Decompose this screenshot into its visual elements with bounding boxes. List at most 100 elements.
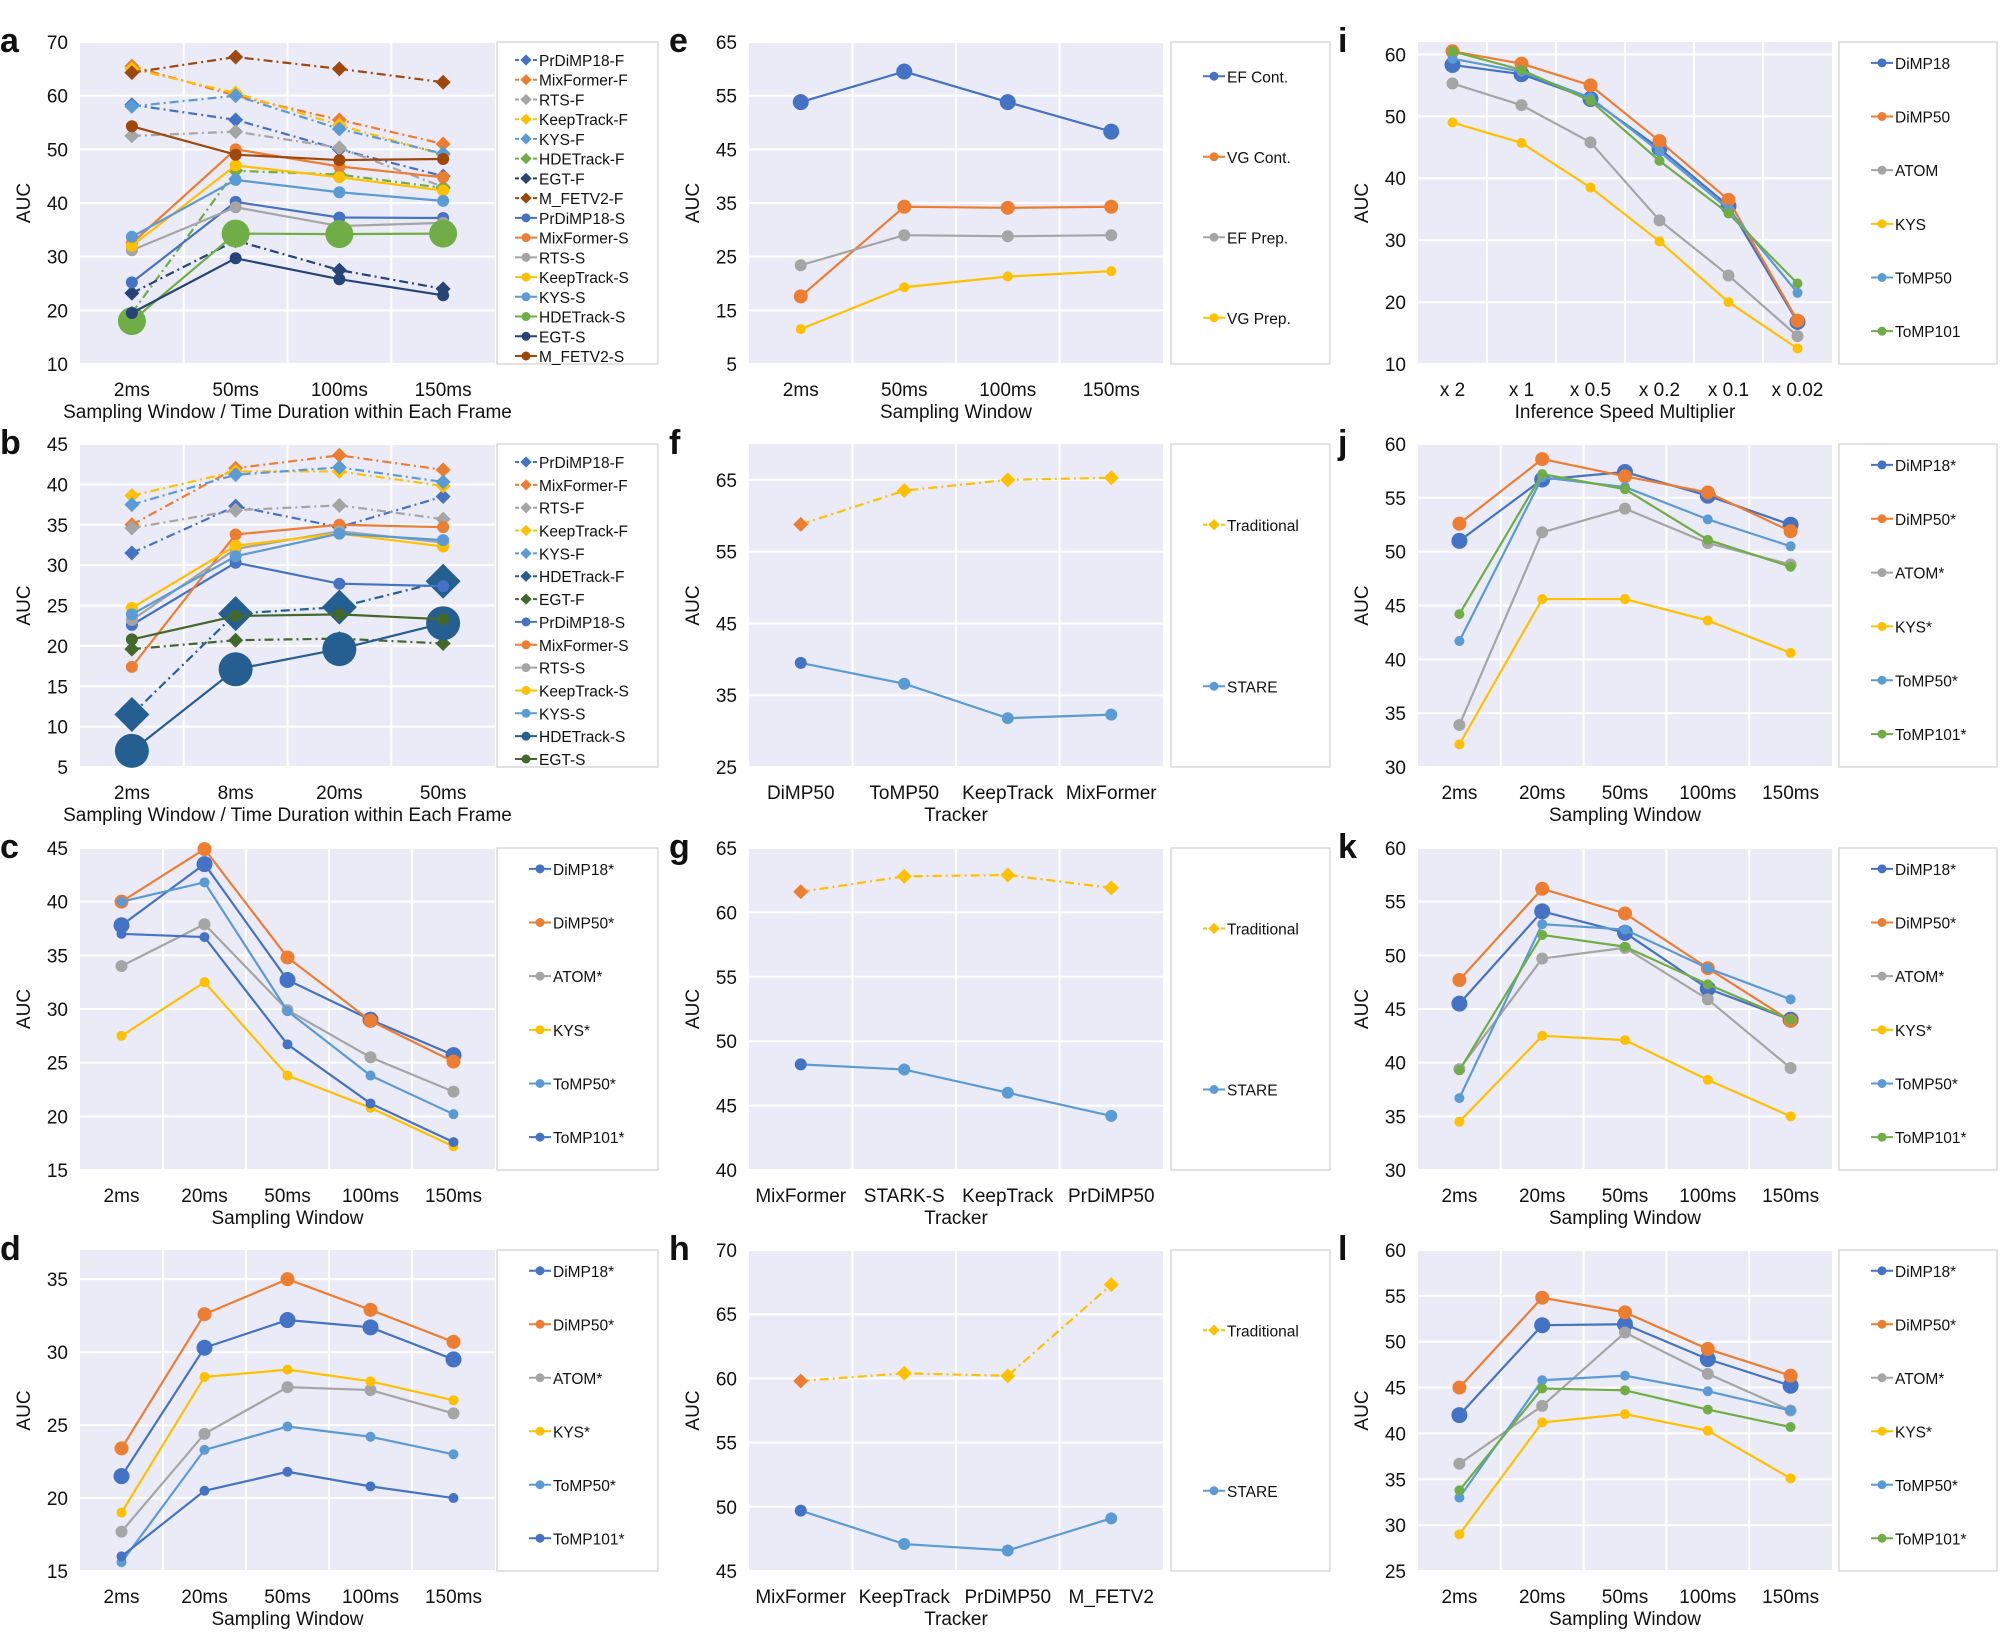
data-point [1620,484,1630,495]
legend [1170,847,1331,1171]
legend [496,41,659,365]
y-tick-label: 5 [726,355,737,376]
data-point [1454,1492,1465,1503]
data-point [1620,924,1630,935]
data-point [333,154,346,167]
data-point [113,1468,130,1485]
legend [1838,41,1998,365]
legend [1838,443,1998,768]
legend-item: RTS-S [515,661,585,678]
y-tick-label: 65 [716,471,737,492]
data-point [896,868,912,884]
data-point [1454,1065,1465,1076]
data-point [229,550,242,563]
legend-label: EGT-S [539,752,586,769]
legend-label: DiMP18* [553,1264,614,1281]
legend-item: EF Cont. [1203,69,1288,86]
series-atom- [1453,1326,1797,1470]
data-point [281,1381,294,1394]
data-point [896,1365,912,1381]
y-tick-label: 10 [1385,355,1406,376]
x-axis-label: Sampling Window [1549,805,1701,826]
data-point [1001,1544,1014,1557]
legend-swatch-marker [535,1079,545,1088]
legend-label: KYS-S [539,706,586,723]
legend-swatch-marker [535,971,545,981]
x-axis-label: Sampling Window / Time Duration within E… [63,402,512,423]
data-point [795,324,806,335]
x-tick-label: M_FETV2 [1068,1587,1154,1608]
data-point [1723,297,1734,308]
series-line [131,232,444,322]
y-tick-label: 70 [47,33,68,54]
legend-swatch-marker [520,153,532,165]
data-point [331,121,347,137]
legend [1170,1249,1331,1572]
legend-swatch-marker [535,1266,545,1276]
data-point [1535,881,1550,896]
series-line [131,239,444,295]
legend-swatch-marker [521,312,531,322]
data-point [333,273,346,286]
y-tick-label: 70 [716,1241,737,1262]
data-point [1700,1342,1715,1357]
x-tick-label: 150ms [415,380,472,401]
series-kys- [1454,1409,1796,1540]
series-line [800,234,1112,267]
data-point [364,1051,377,1064]
panel-g: g 40 45 50 55 60 65 MixFormer STARK-S KeepTrack Pr… [669,828,1331,1229]
series-ef-cont- [792,63,1120,140]
legend-item: ToMP101* [1871,727,1967,744]
legend-item: ATOM* [529,969,602,986]
data-point [1652,134,1667,149]
legend-item: STARE [1203,679,1278,696]
legend-item: DiMP50* [529,916,614,933]
data-point [1454,636,1465,647]
y-tick-label: 30 [47,1343,68,1364]
data-point [229,173,242,186]
data-point [228,632,244,648]
series-tomp101- [116,1466,459,1562]
legend-swatch-marker [521,617,531,627]
legend-swatch-marker [1877,273,1887,282]
data-point [1537,1417,1548,1428]
legend-label: Traditional [1227,922,1299,939]
data-point [364,1384,377,1397]
legend-swatch-marker [1877,1373,1887,1383]
series-kys-s [125,527,450,621]
y-tick-label: 20 [1385,293,1406,314]
legend-label: ATOM* [553,1371,602,1388]
data-point [1537,1375,1548,1386]
data-point [365,1376,376,1387]
legend-item: RTS-F [515,92,584,109]
data-point [1654,155,1665,166]
legend-item: Traditional [1203,1323,1299,1340]
legend-swatch-marker [1208,1324,1220,1336]
data-point [1105,229,1118,242]
x-axis-label: Tracker [924,805,988,826]
data-point [437,194,450,207]
series-dimp50 [1445,44,1805,328]
legend-item: STARE [1203,1083,1278,1100]
y-tick-label: 35 [47,1270,68,1291]
legend-item: KeepTrack-F [515,112,628,129]
data-point [282,1070,293,1081]
y-tick-label: 30 [47,1000,68,1021]
data-point [1783,1368,1798,1383]
legend-item: MixFormer-S [515,638,629,655]
panel-label: f [669,424,681,462]
legend-item: DiMP18* [1871,1264,1956,1281]
legend-item: PrDiMP18-F [515,455,624,472]
legend-swatch-marker [1877,1319,1887,1329]
y-axis-label: AUC [14,989,35,1029]
data-point [365,1481,376,1492]
data-point [1702,615,1713,626]
data-point [124,520,140,536]
panel-label: a [0,22,20,60]
legend-item: DiMP18* [529,1264,614,1281]
legend-swatch-marker [1208,922,1220,935]
data-point [196,856,213,873]
legend-item: KeepTrack-S [515,683,629,700]
legend-item: STARE [1203,1484,1278,1501]
y-axis-label: AUC [683,183,704,223]
